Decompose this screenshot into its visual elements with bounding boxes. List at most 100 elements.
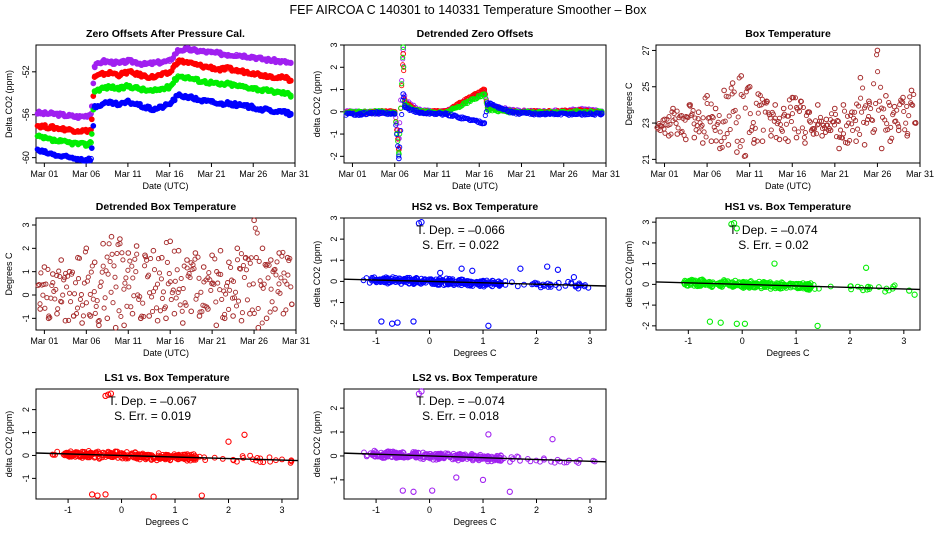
data-point (799, 125, 805, 131)
data-point (87, 313, 94, 319)
data-point (711, 124, 717, 130)
data-point (902, 127, 908, 133)
data-point (151, 267, 158, 273)
y-tick-label: -1 (329, 299, 339, 307)
data-point (191, 47, 198, 54)
plot-frame (35, 217, 297, 331)
data-point (870, 129, 877, 135)
data-point (701, 279, 707, 286)
x-tick-label: Mar 11 (115, 336, 142, 346)
data-point (868, 106, 874, 112)
data-point (175, 289, 181, 296)
x-tick-label: Mar 21 (507, 169, 535, 179)
data-point (94, 298, 100, 304)
outlier-point (906, 287, 913, 294)
data-point (267, 57, 273, 63)
data-point (239, 310, 245, 316)
data-point (79, 320, 85, 326)
data-point (77, 296, 83, 302)
data-point (772, 102, 779, 108)
x-axis-label: Date (UTC) (142, 181, 188, 191)
data-point (95, 318, 101, 325)
data-point (674, 108, 680, 114)
panel-title: HS2 vs. Box Temperature (412, 201, 539, 213)
data-point (112, 324, 119, 331)
x-tick-label: Mar 31 (592, 169, 620, 179)
data-point (235, 298, 242, 304)
data-point (129, 310, 136, 317)
data-point (275, 74, 282, 80)
outlier-point (429, 487, 436, 494)
data-point (104, 315, 111, 322)
panel-detrended-box-temperature: Detrended Box Temperature Mar 01 Mar 06 Mar… (4, 201, 310, 358)
data-point (67, 290, 73, 296)
data-point (88, 131, 95, 137)
data-point (521, 281, 527, 288)
data-point (792, 95, 798, 101)
series-hs1 (34, 73, 294, 149)
data-point (853, 138, 859, 144)
y-tick-label: -1 (329, 476, 339, 484)
data-point (86, 312, 92, 318)
panel-ls1-vs-box: LS1 vs. Box Temperature -1 0 1 2 3 -1 0 1 2 Degree… (4, 372, 299, 527)
x-axis-label: Degrees C (453, 348, 497, 358)
data-point (230, 278, 237, 285)
data-point (487, 456, 494, 463)
data-point (849, 109, 855, 115)
data-point (217, 247, 224, 254)
data-point (721, 135, 727, 141)
data-point (876, 284, 882, 290)
data-point (166, 101, 173, 107)
data-point (717, 145, 723, 152)
data-point (391, 111, 398, 117)
data-point (877, 98, 883, 104)
data-point (183, 302, 189, 308)
data-point (695, 109, 702, 115)
regression-line (655, 281, 921, 291)
regression-line (35, 452, 299, 462)
data-point (768, 127, 774, 133)
data-point (562, 283, 569, 289)
data-point (833, 134, 840, 140)
y-tick-label: 2 (641, 240, 651, 245)
data-point (175, 92, 181, 99)
x-tick-label: 0 (740, 336, 745, 346)
data-point (166, 271, 172, 277)
data-point (861, 142, 868, 148)
data-point (41, 123, 48, 130)
y-tick-label: 3 (329, 215, 339, 220)
data-point (75, 140, 81, 147)
data-point (116, 102, 123, 108)
data-point (91, 74, 98, 80)
data-point (66, 113, 73, 119)
data-point (121, 454, 128, 460)
data-point (662, 130, 668, 136)
data-point (832, 105, 838, 112)
data-point (125, 250, 132, 256)
data-point (267, 73, 273, 79)
data-point (134, 251, 140, 257)
data-point (417, 110, 423, 116)
outlier-point (458, 265, 465, 272)
y-axis-label: delta CO2 (ppm) (312, 411, 322, 478)
data-point (192, 250, 199, 256)
data-point (122, 280, 128, 286)
data-point (191, 266, 197, 272)
y-tick-label: 3 (21, 222, 31, 227)
data-point (217, 66, 223, 73)
data-point (91, 104, 98, 110)
outlier-point (733, 225, 740, 232)
panel-title: Detrended Zero Offsets (417, 28, 534, 40)
data-point (384, 275, 390, 282)
data-point (154, 317, 161, 324)
data-point (285, 272, 291, 278)
outlier-point (554, 266, 562, 273)
data-point (212, 256, 218, 262)
data-point (126, 284, 132, 290)
data-point (96, 322, 102, 329)
data-point (732, 107, 738, 113)
data-point (59, 299, 65, 305)
x-tick-label: Mar 11 (736, 169, 763, 179)
data-point (60, 292, 66, 298)
data-point (158, 276, 164, 282)
